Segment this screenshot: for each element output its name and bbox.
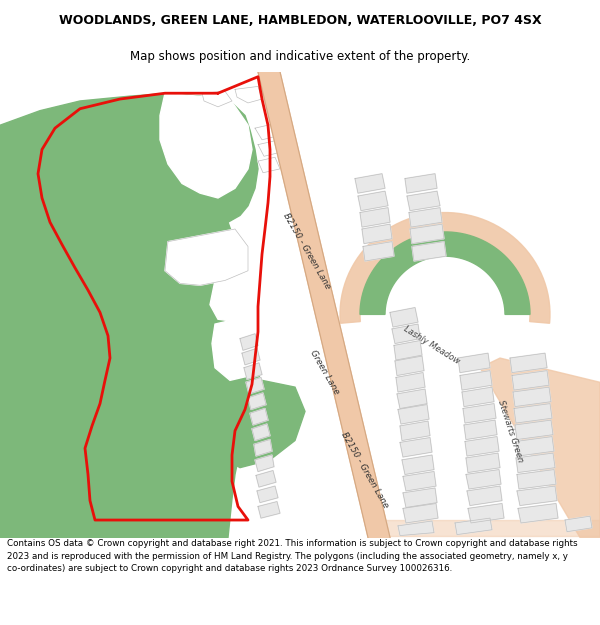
- Polygon shape: [403, 471, 436, 491]
- Polygon shape: [518, 504, 558, 523]
- Polygon shape: [254, 439, 272, 456]
- Polygon shape: [514, 404, 552, 423]
- Text: WOODLANDS, GREEN LANE, HAMBLEDON, WATERLOOVILLE, PO7 4SX: WOODLANDS, GREEN LANE, HAMBLEDON, WATERL…: [59, 14, 541, 27]
- Polygon shape: [464, 420, 497, 439]
- Polygon shape: [246, 378, 264, 394]
- Polygon shape: [355, 174, 385, 193]
- Polygon shape: [412, 242, 446, 261]
- Polygon shape: [258, 72, 390, 538]
- Polygon shape: [340, 213, 550, 323]
- Polygon shape: [394, 341, 422, 360]
- Polygon shape: [467, 486, 502, 506]
- Polygon shape: [400, 421, 430, 441]
- Polygon shape: [516, 437, 554, 456]
- Polygon shape: [407, 191, 440, 211]
- Polygon shape: [517, 469, 556, 489]
- Text: Stewarts Green: Stewarts Green: [496, 399, 524, 463]
- Polygon shape: [468, 504, 504, 523]
- Polygon shape: [362, 224, 392, 244]
- Polygon shape: [202, 91, 232, 107]
- Polygon shape: [466, 453, 500, 472]
- Polygon shape: [255, 455, 274, 471]
- Text: Map shows position and indicative extent of the property.: Map shows position and indicative extent…: [130, 49, 470, 62]
- Polygon shape: [402, 455, 434, 474]
- Polygon shape: [257, 486, 278, 502]
- Polygon shape: [513, 387, 551, 406]
- Polygon shape: [403, 488, 437, 508]
- Polygon shape: [403, 504, 438, 523]
- Polygon shape: [396, 372, 425, 392]
- Text: Contains OS data © Crown copyright and database right 2021. This information is : Contains OS data © Crown copyright and d…: [7, 539, 578, 573]
- Polygon shape: [165, 229, 248, 285]
- Polygon shape: [395, 356, 424, 376]
- Polygon shape: [360, 208, 390, 227]
- Polygon shape: [258, 141, 280, 156]
- Text: B2150 - Green Lane: B2150 - Green Lane: [340, 430, 391, 509]
- Polygon shape: [465, 437, 499, 456]
- Polygon shape: [235, 86, 262, 103]
- Polygon shape: [516, 453, 555, 472]
- Polygon shape: [256, 471, 276, 487]
- Polygon shape: [244, 363, 262, 379]
- Polygon shape: [458, 353, 490, 372]
- Text: Green Lane: Green Lane: [308, 349, 341, 396]
- Polygon shape: [212, 312, 275, 381]
- Polygon shape: [398, 404, 429, 424]
- Polygon shape: [392, 324, 420, 344]
- Polygon shape: [208, 381, 305, 468]
- Text: Lashly Meadow: Lashly Meadow: [403, 324, 461, 366]
- Text: B2150 - Green Lane: B2150 - Green Lane: [281, 212, 332, 291]
- Polygon shape: [510, 353, 547, 372]
- Polygon shape: [262, 89, 285, 107]
- Polygon shape: [360, 232, 530, 314]
- Polygon shape: [252, 424, 270, 441]
- Polygon shape: [517, 486, 557, 506]
- Polygon shape: [460, 371, 492, 390]
- Polygon shape: [210, 271, 265, 322]
- Polygon shape: [466, 469, 501, 489]
- Polygon shape: [242, 348, 260, 365]
- Polygon shape: [409, 208, 442, 227]
- Polygon shape: [358, 191, 388, 211]
- Polygon shape: [240, 334, 258, 350]
- Polygon shape: [258, 502, 280, 518]
- Polygon shape: [0, 93, 260, 538]
- Polygon shape: [400, 438, 432, 457]
- Polygon shape: [480, 358, 600, 538]
- Polygon shape: [397, 389, 427, 409]
- Polygon shape: [405, 174, 437, 193]
- Polygon shape: [258, 158, 280, 172]
- Polygon shape: [515, 420, 553, 439]
- Polygon shape: [565, 516, 592, 532]
- Polygon shape: [160, 93, 252, 198]
- Polygon shape: [398, 521, 434, 536]
- Polygon shape: [462, 387, 494, 406]
- Polygon shape: [250, 409, 268, 425]
- Polygon shape: [512, 371, 549, 390]
- Polygon shape: [390, 308, 418, 327]
- Polygon shape: [363, 242, 394, 261]
- Polygon shape: [410, 224, 444, 244]
- Polygon shape: [370, 520, 600, 536]
- Polygon shape: [463, 404, 496, 423]
- Polygon shape: [248, 393, 266, 409]
- Polygon shape: [455, 518, 492, 534]
- Polygon shape: [255, 124, 278, 140]
